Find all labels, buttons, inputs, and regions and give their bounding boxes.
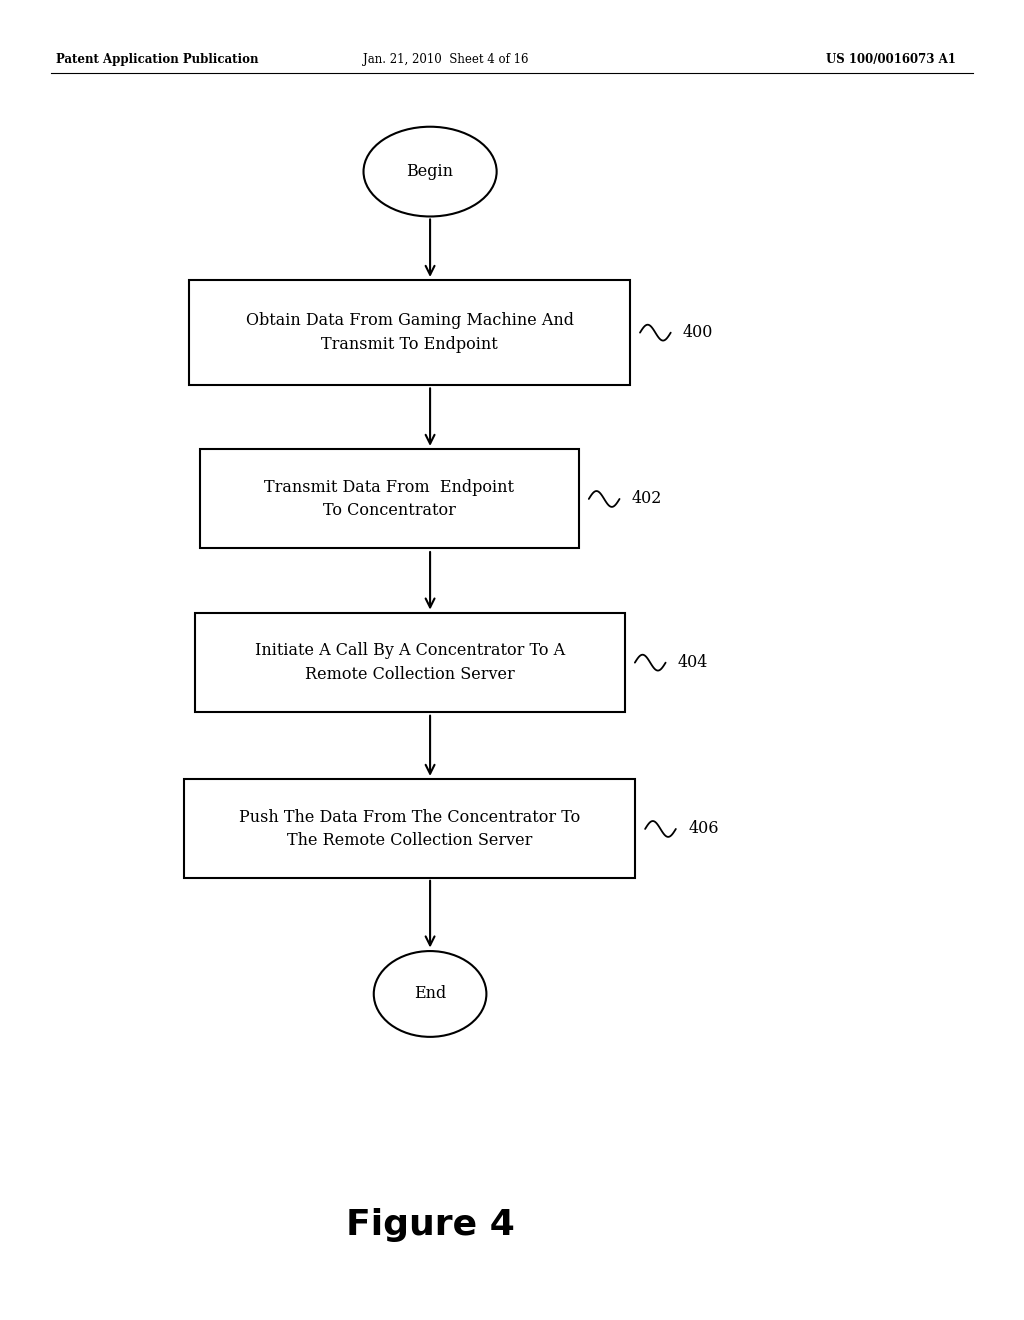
Text: Patent Application Publication: Patent Application Publication bbox=[56, 53, 259, 66]
Text: Initiate A Call By A Concentrator To A
Remote Collection Server: Initiate A Call By A Concentrator To A R… bbox=[255, 643, 564, 682]
Text: Begin: Begin bbox=[407, 164, 454, 180]
Text: 406: 406 bbox=[688, 821, 719, 837]
Text: Transmit Data From  Endpoint
To Concentrator: Transmit Data From Endpoint To Concentra… bbox=[264, 479, 514, 519]
Text: US 100/0016073 A1: US 100/0016073 A1 bbox=[826, 53, 955, 66]
Text: Obtain Data From Gaming Machine And
Transmit To Endpoint: Obtain Data From Gaming Machine And Tran… bbox=[246, 313, 573, 352]
Text: End: End bbox=[414, 986, 446, 1002]
Text: 404: 404 bbox=[678, 655, 709, 671]
Text: 400: 400 bbox=[683, 325, 714, 341]
Text: Push The Data From The Concentrator To
The Remote Collection Server: Push The Data From The Concentrator To T… bbox=[239, 809, 581, 849]
Text: 402: 402 bbox=[632, 491, 663, 507]
Text: Jan. 21, 2010  Sheet 4 of 16: Jan. 21, 2010 Sheet 4 of 16 bbox=[362, 53, 528, 66]
Text: Figure 4: Figure 4 bbox=[346, 1208, 514, 1242]
